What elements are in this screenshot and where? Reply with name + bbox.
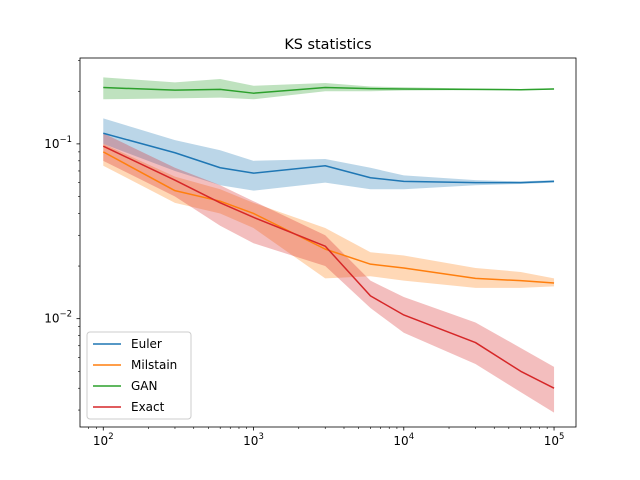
series-line-milstain	[102, 151, 555, 284]
chart-title: KS statistics	[284, 37, 371, 53]
series-line-exact	[102, 145, 555, 389]
x-tick-label: 105	[544, 432, 565, 448]
legend-label-gan: GAN	[131, 379, 157, 393]
legend-label-milstain: Milstain	[131, 358, 177, 372]
series-band-milstain	[103, 143, 555, 288]
legend-label-exact: Exact	[131, 400, 165, 414]
y-axis: 10−2 10−1	[44, 60, 80, 411]
x-tick-label: 104	[393, 432, 414, 448]
x-tick-label: 102	[93, 432, 114, 448]
series-band-euler	[103, 118, 555, 191]
legend: Euler Milstain GAN Exact	[86, 331, 192, 420]
plot-frame	[79, 57, 577, 428]
x-axis: 102 103 104 105	[88, 427, 565, 448]
legend-box	[86, 331, 192, 420]
legend-label-euler: Euler	[131, 337, 162, 351]
series-line-euler	[103, 132, 555, 184]
y-tick-label: 10−1	[44, 135, 72, 151]
series-line-gan	[103, 86, 555, 94]
y-tick-label: 10−2	[44, 310, 72, 326]
series-band-exact	[103, 133, 555, 413]
lines-layer	[102, 86, 555, 389]
x-tick-label: 103	[243, 432, 264, 448]
